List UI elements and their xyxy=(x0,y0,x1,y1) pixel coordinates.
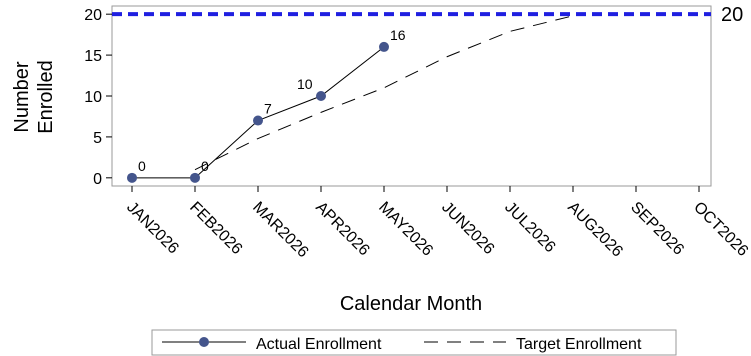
legend-label-target: Target Enrollment xyxy=(516,336,642,353)
reference-line-label: 20 xyxy=(721,4,743,26)
data-label-actual-apr2026: 10 xyxy=(297,76,313,92)
x-tick-label-oct2026: OCT2026 xyxy=(690,199,751,260)
y-tick-label-15: 15 xyxy=(84,48,102,65)
x-axis-label: Calendar Month xyxy=(340,293,482,315)
x-tick-label-may2026: MAY2026 xyxy=(375,199,436,260)
point-actual-may2026 xyxy=(379,41,389,52)
x-tick-label-jun2026: JUN2026 xyxy=(438,199,497,258)
point-actual-mar2026 xyxy=(253,115,263,126)
series-actual-enrollment xyxy=(132,46,385,179)
y-tick-label-10: 10 xyxy=(84,89,102,106)
y-tick-label-0: 0 xyxy=(93,171,102,188)
x-tick-label-apr2026: APR2026 xyxy=(312,199,373,260)
data-label-actual-jan2026: 0 xyxy=(138,158,146,174)
point-actual-apr2026 xyxy=(316,91,326,101)
data-label-actual-feb2026: 0 xyxy=(201,158,209,174)
point-actual-jan2026 xyxy=(127,172,137,183)
data-label-actual-may2026: 16 xyxy=(390,27,406,43)
y-axis-label-line: Number xyxy=(11,61,33,132)
legend-swatch-actual-marker xyxy=(199,337,209,347)
x-tick-label-aug2026: AUG2026 xyxy=(564,199,626,261)
y-tick-label-20: 20 xyxy=(84,7,102,24)
x-tick-label-jan2026: JAN2026 xyxy=(123,199,182,258)
x-tick-label-feb2026: FEB2026 xyxy=(186,199,245,258)
x-tick-label-mar2026: MAR2026 xyxy=(249,199,311,261)
series-target-enrollment xyxy=(194,15,574,171)
data-label-actual-mar2026: 7 xyxy=(264,101,272,117)
legend-label-actual: Actual Enrollment xyxy=(256,336,382,353)
x-tick-label-jul2026: JUL2026 xyxy=(501,199,558,256)
y-axis-label: Number Enrolled xyxy=(11,60,57,133)
point-actual-feb2026 xyxy=(190,172,200,183)
x-tick-label-sep2026: SEP2026 xyxy=(627,199,687,259)
y-tick-label-5: 5 xyxy=(93,130,102,147)
y-axis-label-line: Enrolled xyxy=(35,60,57,133)
